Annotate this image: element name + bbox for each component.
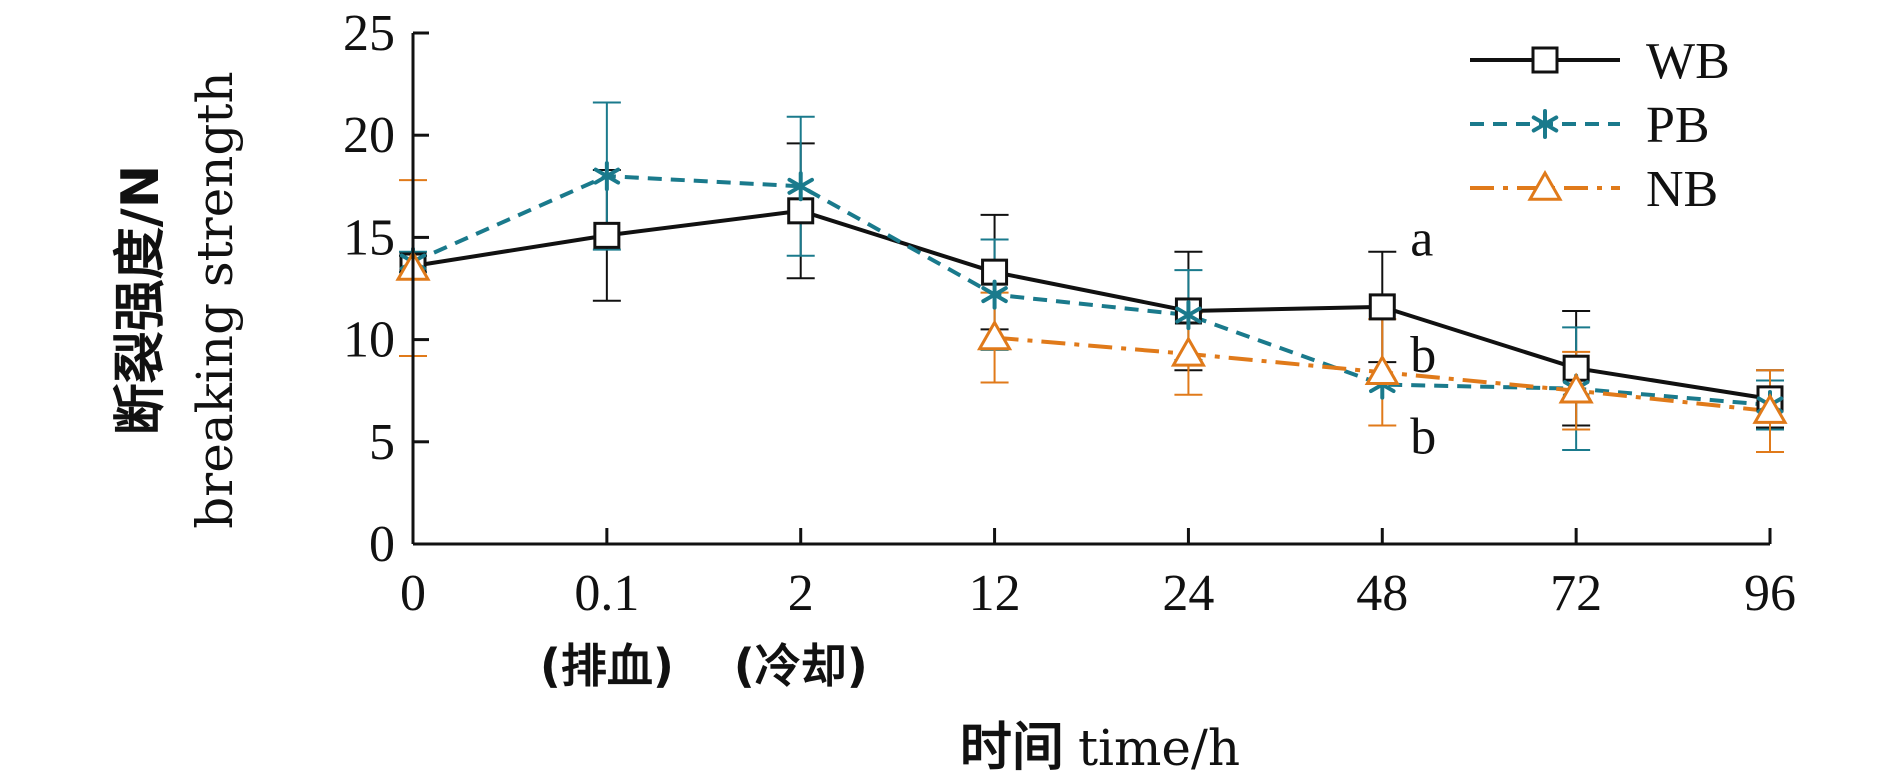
x-tick-label: 48: [1356, 565, 1408, 622]
legend-swatch-marker: [1531, 46, 1559, 74]
annotations: a bb: [1410, 210, 1436, 465]
x-tick-sublabel: (冷却): [734, 639, 868, 693]
x-axis-title-en: time/h: [1078, 719, 1240, 777]
x-tick-label: 72: [1550, 565, 1602, 622]
legend-label: NB: [1646, 161, 1718, 218]
x-tick-label: 0.1: [574, 565, 639, 622]
wb-point: [1368, 293, 1396, 321]
y-tick-label: 15: [343, 209, 395, 266]
pb-point: [787, 171, 814, 202]
asterisk-stroke: [593, 167, 621, 185]
y-axis-title-zh: 断裂强度/N: [111, 165, 171, 436]
significance-label: a: [1410, 210, 1433, 267]
x-tick-label: 0: [400, 565, 426, 622]
y-axis-title-en: breaking strength: [186, 71, 244, 528]
y-tick-label: 25: [343, 5, 395, 62]
pb-series-line: [412, 174, 1771, 408]
x-tick-label: 96: [1744, 565, 1796, 622]
y-axis-title: 断裂强度/N breaking strength: [111, 71, 244, 528]
nb-point: [1558, 372, 1594, 404]
x-axis-title: 时间 time/h: [960, 718, 1240, 777]
wb-point: [787, 197, 815, 225]
x-tick-label: 2: [788, 565, 814, 622]
y-tick-label: 10: [343, 312, 395, 369]
legend-item-pb: PB: [1470, 97, 1710, 154]
significance-label: b: [1410, 409, 1436, 466]
asterisk-stroke: [787, 177, 814, 195]
nb-point: [976, 319, 1013, 351]
y-tick-label: 0: [369, 516, 395, 573]
legend-item-nb: NB: [1470, 161, 1718, 218]
legend-label: PB: [1646, 97, 1710, 154]
asterisk-stroke: [1531, 115, 1559, 133]
svg-text:断裂强度/N: 断裂强度/N: [111, 165, 171, 436]
nb-point: [1170, 335, 1207, 367]
pb-point: [1175, 300, 1202, 331]
y-tick-label: 20: [343, 107, 395, 164]
x-axis-title-zh: 时间: [960, 718, 1064, 777]
x-tick-label: 12: [969, 565, 1021, 622]
nb-point: [1752, 393, 1788, 424]
legend-swatch-marker: [1531, 109, 1559, 139]
legend-item-wb: WB: [1470, 33, 1730, 90]
wb-series-line: [412, 208, 1771, 401]
legend: WB PB NB: [1470, 33, 1730, 218]
asterisk-stroke: [1175, 306, 1202, 324]
nb-point: [1364, 354, 1400, 386]
legend-swatch-marker: [1527, 169, 1563, 201]
significance-label: b: [1410, 327, 1436, 384]
legend-label: WB: [1646, 33, 1730, 90]
x-tick-sublabel: (排血): [540, 639, 674, 693]
y-tick-label: 5: [369, 414, 395, 471]
svg-text:breaking strength: breaking strength: [186, 71, 244, 528]
wb-point: [593, 221, 621, 249]
series-markers: [395, 161, 1788, 424]
asterisk-stroke: [981, 286, 1008, 304]
x-tick-label: 24: [1162, 565, 1214, 622]
pb-point: [593, 161, 621, 192]
axes: 0 5 10 15 20 25 0 0.1 2 12 24 48 72 96 (排血) (冷却): [343, 5, 1796, 693]
pb-point: [981, 279, 1008, 310]
